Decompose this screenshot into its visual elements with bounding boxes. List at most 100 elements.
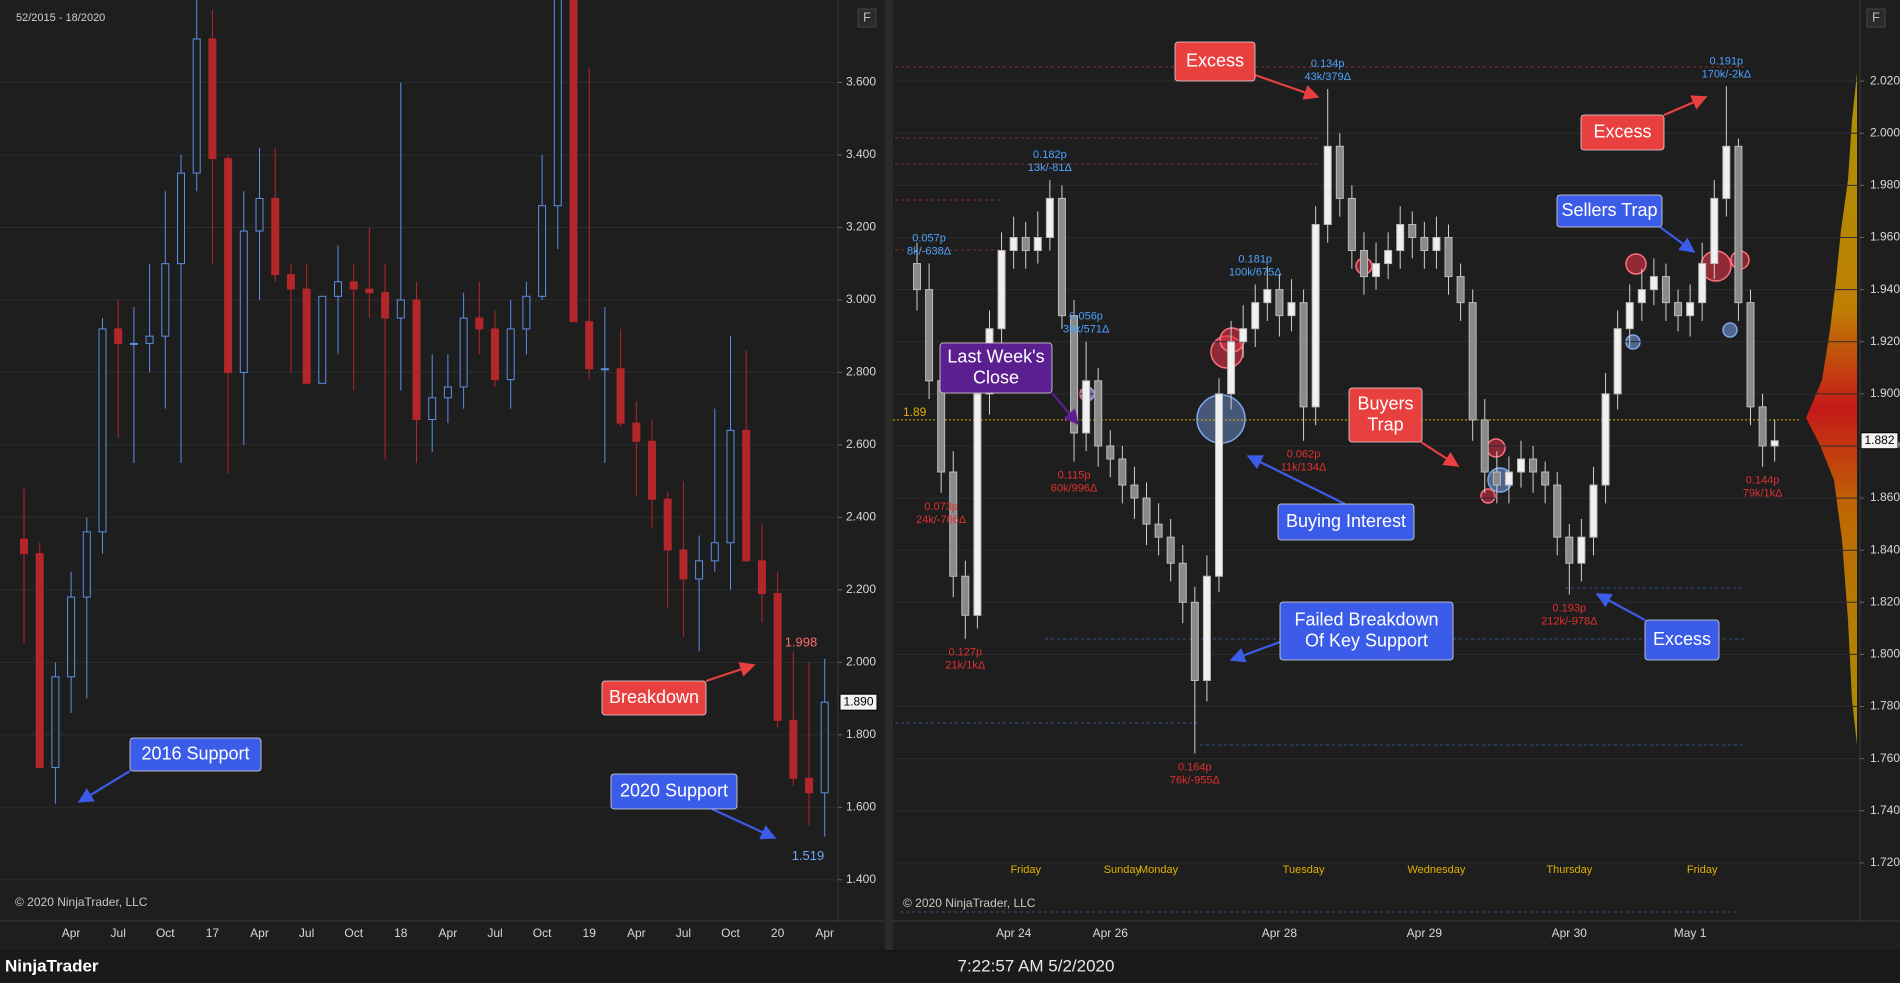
x-tick-label: Jul bbox=[299, 926, 314, 940]
level-lines bbox=[895, 66, 1745, 913]
swing-label: 0.134p bbox=[1311, 58, 1345, 70]
callout-box bbox=[939, 342, 1053, 394]
candle-body bbox=[569, 0, 578, 323]
candle-body bbox=[271, 197, 280, 276]
candle-body bbox=[1215, 393, 1223, 577]
candle-body bbox=[710, 542, 719, 562]
callout-box bbox=[601, 680, 707, 716]
y-tick-label: 1.720 bbox=[1870, 855, 1900, 869]
candle-body bbox=[208, 38, 217, 160]
chart: 1.400 1.600 1.800 2.000 2.200 2.400 2.600 2.800… bbox=[0, 0, 878, 940]
candle-body bbox=[1359, 250, 1368, 278]
callout-box bbox=[1580, 114, 1665, 151]
candle-body bbox=[286, 274, 295, 290]
candle-body bbox=[1553, 484, 1562, 538]
swing-label: 100k/675Δ bbox=[1229, 266, 1282, 278]
price-label: 1.998 bbox=[785, 634, 818, 649]
candle-body bbox=[1287, 302, 1296, 317]
f-button-label[interactable]: F bbox=[1872, 9, 1880, 24]
callout-box bbox=[1348, 387, 1423, 443]
callout-box bbox=[129, 737, 262, 772]
candle-body bbox=[1311, 223, 1320, 408]
f-button-label[interactable]: F bbox=[863, 9, 871, 24]
x-tick-label: May 1 bbox=[1674, 926, 1707, 940]
callout-arrow bbox=[1051, 392, 1079, 426]
candle-body bbox=[1420, 236, 1429, 252]
bubble bbox=[1486, 438, 1506, 458]
swing-label: 8k/-638Δ bbox=[907, 245, 952, 257]
y-tick-label: 1.980 bbox=[1870, 178, 1900, 192]
x-tick-label: 20 bbox=[771, 926, 785, 940]
callout-arrow bbox=[77, 770, 131, 803]
callout-box bbox=[610, 773, 738, 810]
callout-arrow bbox=[711, 808, 777, 840]
candle-body bbox=[1734, 145, 1743, 304]
y-tick-label: 1.800 bbox=[1870, 647, 1900, 661]
candle-body bbox=[757, 560, 766, 594]
y-tick-label: 1.820 bbox=[1870, 594, 1900, 608]
candle-body bbox=[1722, 145, 1731, 199]
callout-box bbox=[1277, 503, 1415, 541]
candle-body bbox=[961, 575, 970, 616]
candle-body bbox=[1227, 341, 1236, 395]
candle-body bbox=[1275, 289, 1284, 317]
callout-text: Of Key Support bbox=[1305, 630, 1428, 650]
swing-label: 0.164p bbox=[1178, 761, 1212, 773]
y-tick-label: 1.900 bbox=[1870, 386, 1900, 400]
callout-text: Last Week's bbox=[947, 346, 1044, 366]
candle-body bbox=[51, 676, 60, 768]
callout-arrow bbox=[705, 662, 756, 683]
swing-label: 13k/-81Δ bbox=[1028, 162, 1073, 174]
f-button[interactable]: F bbox=[1866, 8, 1886, 28]
last-price-box bbox=[839, 693, 878, 711]
swing-label: 76k/-955Δ bbox=[1170, 774, 1221, 786]
swing-label: 43k/379Δ bbox=[1304, 71, 1351, 83]
candle-body bbox=[1202, 575, 1211, 681]
candle-body bbox=[1637, 289, 1646, 304]
candle-body bbox=[459, 317, 468, 388]
y-tick-label: 1.400 bbox=[846, 872, 876, 886]
bubble bbox=[1625, 253, 1647, 275]
x-tick-label: Apr 24 bbox=[996, 926, 1032, 940]
candle-body bbox=[1674, 302, 1683, 317]
callout-arrow bbox=[1420, 441, 1460, 467]
y-tick-label: 2.600 bbox=[846, 437, 876, 451]
candle-body bbox=[255, 197, 264, 232]
candle-body bbox=[925, 289, 934, 382]
candle-body bbox=[616, 368, 625, 424]
swing-label: 0.057p bbox=[912, 232, 946, 244]
y-tick-label: 2.000 bbox=[846, 654, 876, 668]
candle-body bbox=[1384, 250, 1393, 265]
swing-label: 0.182p bbox=[1033, 149, 1067, 161]
candle-body bbox=[428, 397, 437, 421]
candle-body bbox=[396, 299, 405, 319]
candle-body bbox=[1142, 497, 1151, 525]
callout-box bbox=[1556, 194, 1663, 228]
f-button-box[interactable] bbox=[1866, 8, 1886, 28]
callout-arrow bbox=[1595, 593, 1646, 621]
panel-separator bbox=[885, 0, 893, 950]
candle-body bbox=[1347, 197, 1356, 252]
f-button[interactable]: F bbox=[857, 8, 877, 28]
x-tick-label: Apr 28 bbox=[1262, 926, 1298, 940]
candle-body bbox=[1529, 458, 1538, 473]
candle-body bbox=[1625, 302, 1634, 330]
candle-body bbox=[1106, 445, 1115, 460]
swing-label: 212k/-978Δ bbox=[1541, 615, 1598, 627]
f-button-box[interactable] bbox=[857, 8, 877, 28]
candle-body bbox=[632, 422, 641, 442]
candle-body bbox=[318, 295, 327, 384]
candle-body bbox=[1758, 406, 1767, 447]
candle-body bbox=[239, 230, 248, 373]
candle-body bbox=[491, 328, 499, 381]
y-tick-label: 1.840 bbox=[1870, 542, 1900, 556]
y-tick-label: 2.400 bbox=[846, 510, 876, 524]
candle-body bbox=[302, 288, 311, 384]
candle-body bbox=[1166, 536, 1175, 564]
candle-body bbox=[412, 299, 421, 421]
candle-body bbox=[161, 263, 170, 337]
candle-body bbox=[663, 498, 672, 551]
candle-body bbox=[1456, 276, 1465, 304]
candle-body bbox=[805, 777, 813, 794]
y-tick-label: 2.800 bbox=[846, 365, 876, 379]
